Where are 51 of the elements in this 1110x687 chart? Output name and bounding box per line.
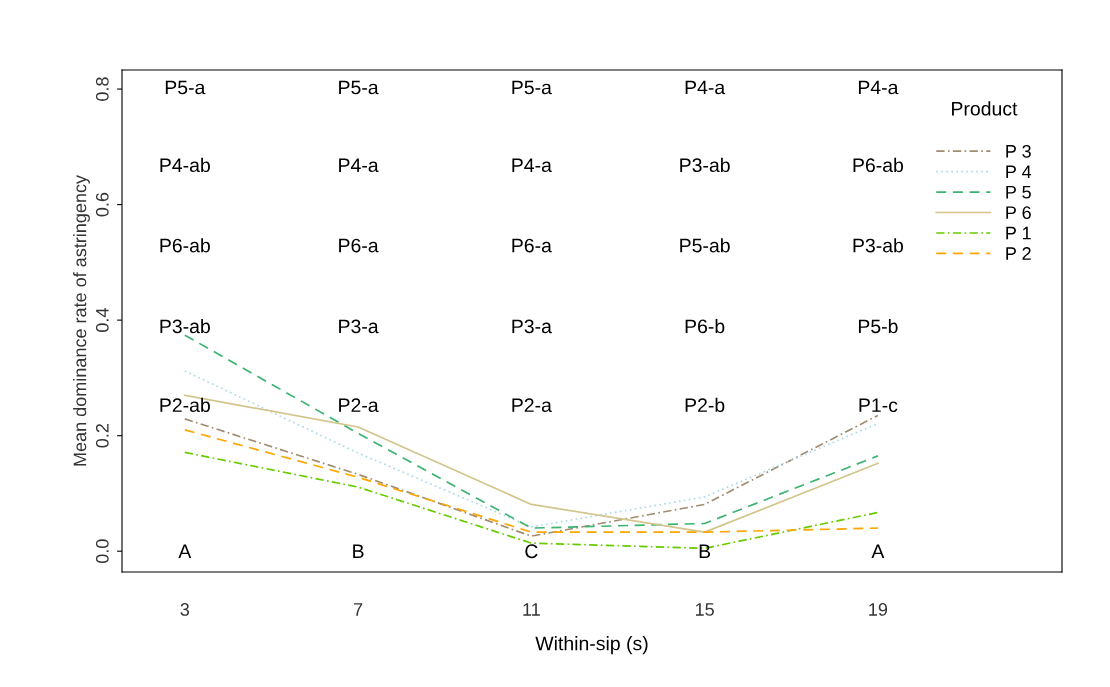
legend-label: P 2: [1006, 247, 1031, 260]
annotation: B: [353, 544, 364, 558]
annotation: P2-a: [512, 398, 552, 413]
annotation: P6-a: [339, 238, 379, 253]
annotation: P3-ab: [680, 157, 730, 173]
y-tick-label: 0.0: [95, 539, 109, 564]
annotation: P2-a: [339, 398, 379, 413]
annotation: A: [178, 544, 192, 558]
legend-label: P 4: [1006, 165, 1032, 178]
annotation: P5-a: [165, 80, 206, 95]
annotation: P6-a: [512, 238, 552, 253]
y-tick-label: 0.4: [95, 308, 109, 332]
y-tick-label: 0.8: [95, 77, 109, 101]
annotation: P3-ab: [160, 318, 210, 334]
legend-label: P 5: [1006, 185, 1031, 199]
annotation: P4-a: [512, 158, 552, 173]
annotation: P3-a: [339, 319, 379, 334]
annotation: C: [525, 544, 538, 559]
annotation: P5-b: [858, 318, 898, 334]
line-series: [183, 429, 879, 533]
annotation: P2-b: [685, 397, 725, 413]
legend-label: P 3: [1006, 144, 1031, 158]
x-tick-label: 19: [869, 603, 888, 616]
annotation: P5-a: [339, 80, 379, 95]
y-tick-label: 0.6: [95, 192, 109, 217]
annotation: P6-ab: [160, 238, 210, 253]
legend-title: Product: [952, 101, 1018, 116]
annotation: P4-a: [685, 80, 726, 95]
legend-label: P 1: [1006, 226, 1031, 240]
annotation: P5-ab: [680, 238, 730, 253]
annotation: P3-ab: [853, 238, 904, 253]
x-axis-title: Within-sip (s): [535, 636, 648, 655]
annotation: P4-a: [858, 80, 899, 95]
y-tick-label: 0.2: [95, 424, 109, 448]
annotation: P5-a: [512, 80, 552, 95]
y-axis-title: Mean dominance rate of astringency: [73, 174, 90, 466]
line-series: [183, 414, 879, 538]
annotation: P3-a: [512, 319, 552, 334]
annotation: P4-a: [339, 158, 379, 173]
legend-label: P 6: [1006, 206, 1031, 220]
annotation: A: [871, 544, 885, 558]
annotation: P2-ab: [160, 397, 210, 413]
annotation: P4-ab: [160, 157, 210, 173]
x-tick-label: 11: [523, 603, 540, 616]
annotation: B: [699, 544, 711, 558]
annotation: P6-ab: [853, 157, 904, 173]
x-tick-label: 3: [180, 603, 190, 616]
annotation: P6-b: [685, 318, 725, 334]
x-tick-label: 15: [695, 603, 714, 616]
x-tick-label: 7: [353, 603, 363, 616]
annotation: P1-c: [859, 398, 898, 413]
